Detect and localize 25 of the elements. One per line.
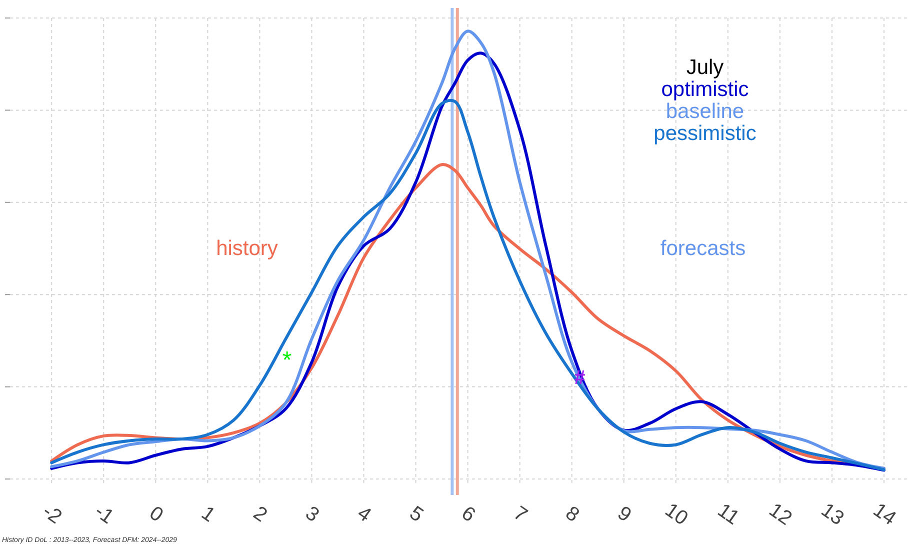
text: pessimistic [654, 122, 756, 145]
x-tick-label: 6 [457, 502, 480, 527]
x-tick-label: 0 [145, 502, 167, 527]
x-tick-label: 3 [301, 502, 324, 527]
x-tick-label: 14 [868, 499, 900, 530]
x-tick-label: 5 [405, 502, 428, 527]
x-tick-label: 7 [509, 502, 532, 527]
annotation: forecasts [660, 237, 746, 260]
x-tick-label: 10 [660, 499, 692, 530]
annotation: * [282, 347, 292, 374]
x-tick-label: 2 [249, 502, 271, 527]
x-tick-label: 9 [613, 502, 636, 527]
text: baseline [666, 100, 744, 123]
text: optimistic [661, 78, 749, 101]
x-tick-label: -1 [90, 500, 118, 529]
x-tick-label: 13 [816, 499, 848, 530]
x-tick-label: 11 [714, 499, 744, 530]
annotation: # [574, 366, 586, 389]
x-tick-label: 4 [353, 502, 376, 527]
x-tick-label: -2 [38, 500, 66, 529]
legend-title: July [686, 56, 724, 79]
x-tick-label: 8 [561, 502, 584, 527]
x-tick-label: 12 [764, 499, 796, 530]
annotation: history [216, 237, 278, 260]
x-tick-label: 1 [197, 502, 219, 527]
